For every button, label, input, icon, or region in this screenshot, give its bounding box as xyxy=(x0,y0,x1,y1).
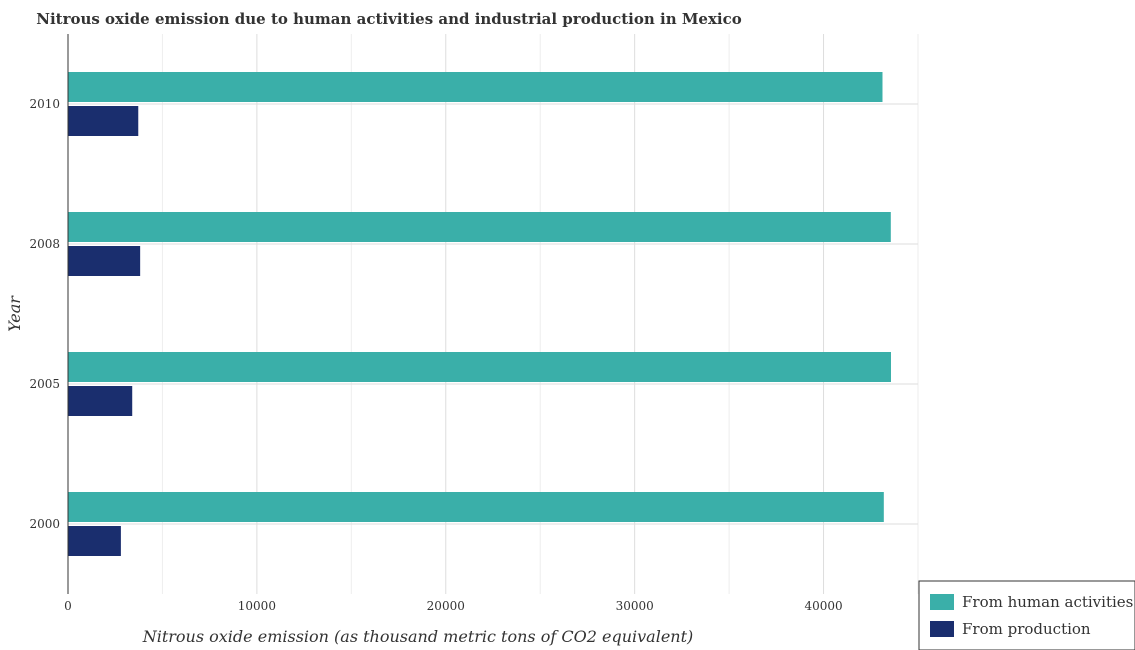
y-tick-label: 2000 xyxy=(29,517,60,531)
bar-production xyxy=(68,246,141,276)
legend: From human activities From production xyxy=(918,580,1135,650)
x-tick-label: 20000 xyxy=(427,599,465,613)
bars xyxy=(68,72,891,556)
x-tick-label: 40000 xyxy=(804,599,842,613)
y-axis-label: Year xyxy=(5,295,24,332)
bar-human-activities xyxy=(68,492,884,522)
bar-human-activities xyxy=(68,352,891,382)
y-tick-labels: 2000 2005 2008 2010 xyxy=(29,97,60,531)
legend-label: From human activities xyxy=(962,593,1133,611)
legend-swatch xyxy=(930,621,954,637)
bar-production xyxy=(68,526,121,556)
bar-human-activities xyxy=(68,72,883,102)
x-axis-label: Nitrous oxide emission (as thousand metr… xyxy=(142,627,694,646)
legend-box xyxy=(918,580,1135,650)
y-tick-label: 2008 xyxy=(29,237,60,251)
grid xyxy=(67,34,919,594)
x-tick-label: 30000 xyxy=(616,599,654,613)
chart-title: Nitrous oxide emission due to human acti… xyxy=(36,10,742,28)
legend-label: From production xyxy=(962,620,1091,638)
bar-human-activities xyxy=(68,212,891,242)
bar-production xyxy=(68,106,139,136)
x-tick-label: 0 xyxy=(64,599,72,613)
bar-production xyxy=(68,386,133,416)
y-tick-label: 2005 xyxy=(29,377,60,391)
x-tick-label: 10000 xyxy=(238,599,276,613)
y-tick-label: 2010 xyxy=(29,97,60,111)
x-tick-labels: 0 10000 20000 30000 40000 xyxy=(64,599,842,613)
legend-swatch xyxy=(930,594,954,610)
